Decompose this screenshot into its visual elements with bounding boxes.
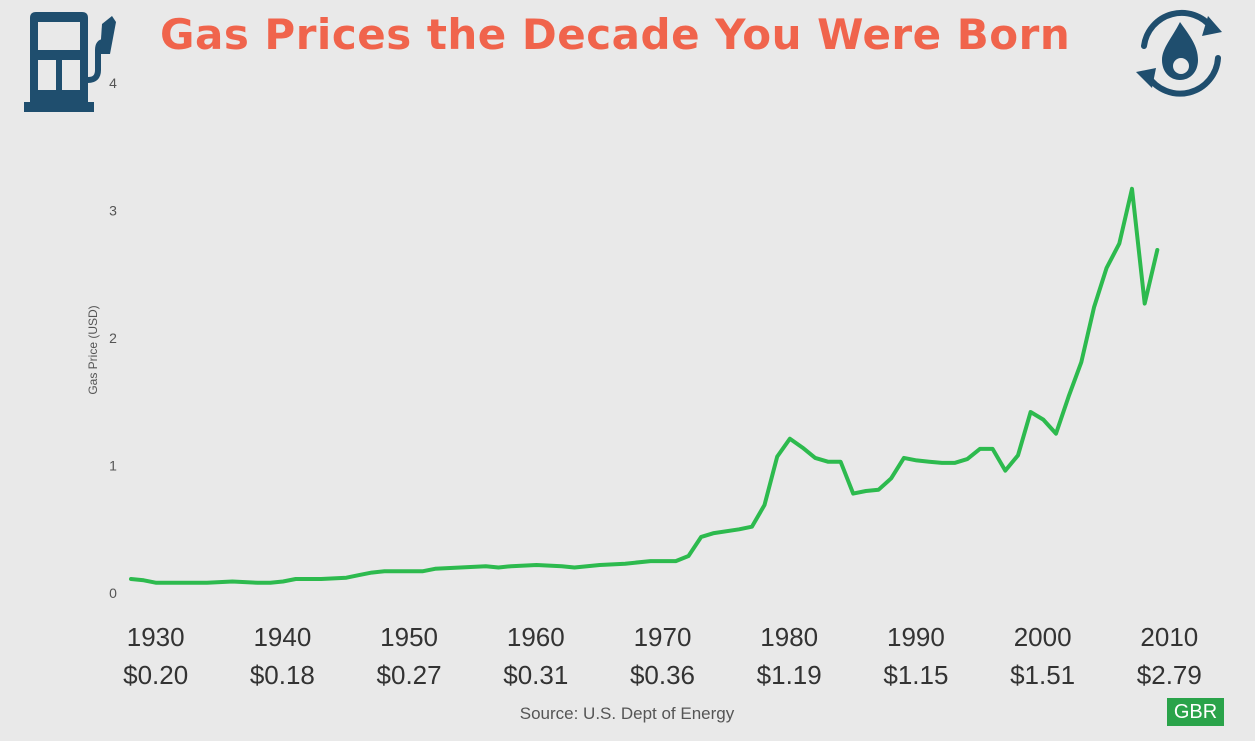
flame-cycle-icon	[1136, 9, 1222, 97]
gbr-badge: GBR	[1167, 698, 1224, 726]
source-note: Source: U.S. Dept of Energy	[520, 704, 735, 723]
decade-year-label: 1970	[634, 622, 692, 652]
decade-year-label: 1980	[760, 622, 818, 652]
decade-price-label: $1.51	[1010, 660, 1075, 690]
decade-price-label: $0.20	[123, 660, 188, 690]
decade-price-label: $0.27	[377, 660, 442, 690]
y-tick-label: 3	[109, 203, 117, 219]
y-axis-label: Gas Price (USD)	[86, 305, 100, 394]
decade-year-label: 1940	[253, 622, 311, 652]
decade-year-label: 1960	[507, 622, 565, 652]
y-tick-label: 4	[109, 75, 117, 91]
decade-year-label: 1930	[127, 622, 185, 652]
decade-price-label: $0.18	[250, 660, 315, 690]
gas-pump-icon	[24, 12, 116, 112]
y-tick-label: 0	[109, 585, 117, 601]
decade-year-label: 1990	[887, 622, 945, 652]
decade-price-label: $1.15	[883, 660, 948, 690]
decade-price-label: $0.36	[630, 660, 695, 690]
decade-year-label: 1950	[380, 622, 438, 652]
y-tick-label: 1	[109, 458, 117, 474]
decade-price-label: $2.79	[1137, 660, 1202, 690]
chart-title: Gas Prices the Decade You Were Born	[160, 10, 1071, 59]
decade-year-label: 2000	[1014, 622, 1072, 652]
series-line	[129, 186, 1160, 585]
y-tick-label: 2	[109, 330, 117, 346]
decade-price-label: $0.31	[503, 660, 568, 690]
decade-price-label: $1.19	[757, 660, 822, 690]
decade-year-label: 2010	[1140, 622, 1198, 652]
